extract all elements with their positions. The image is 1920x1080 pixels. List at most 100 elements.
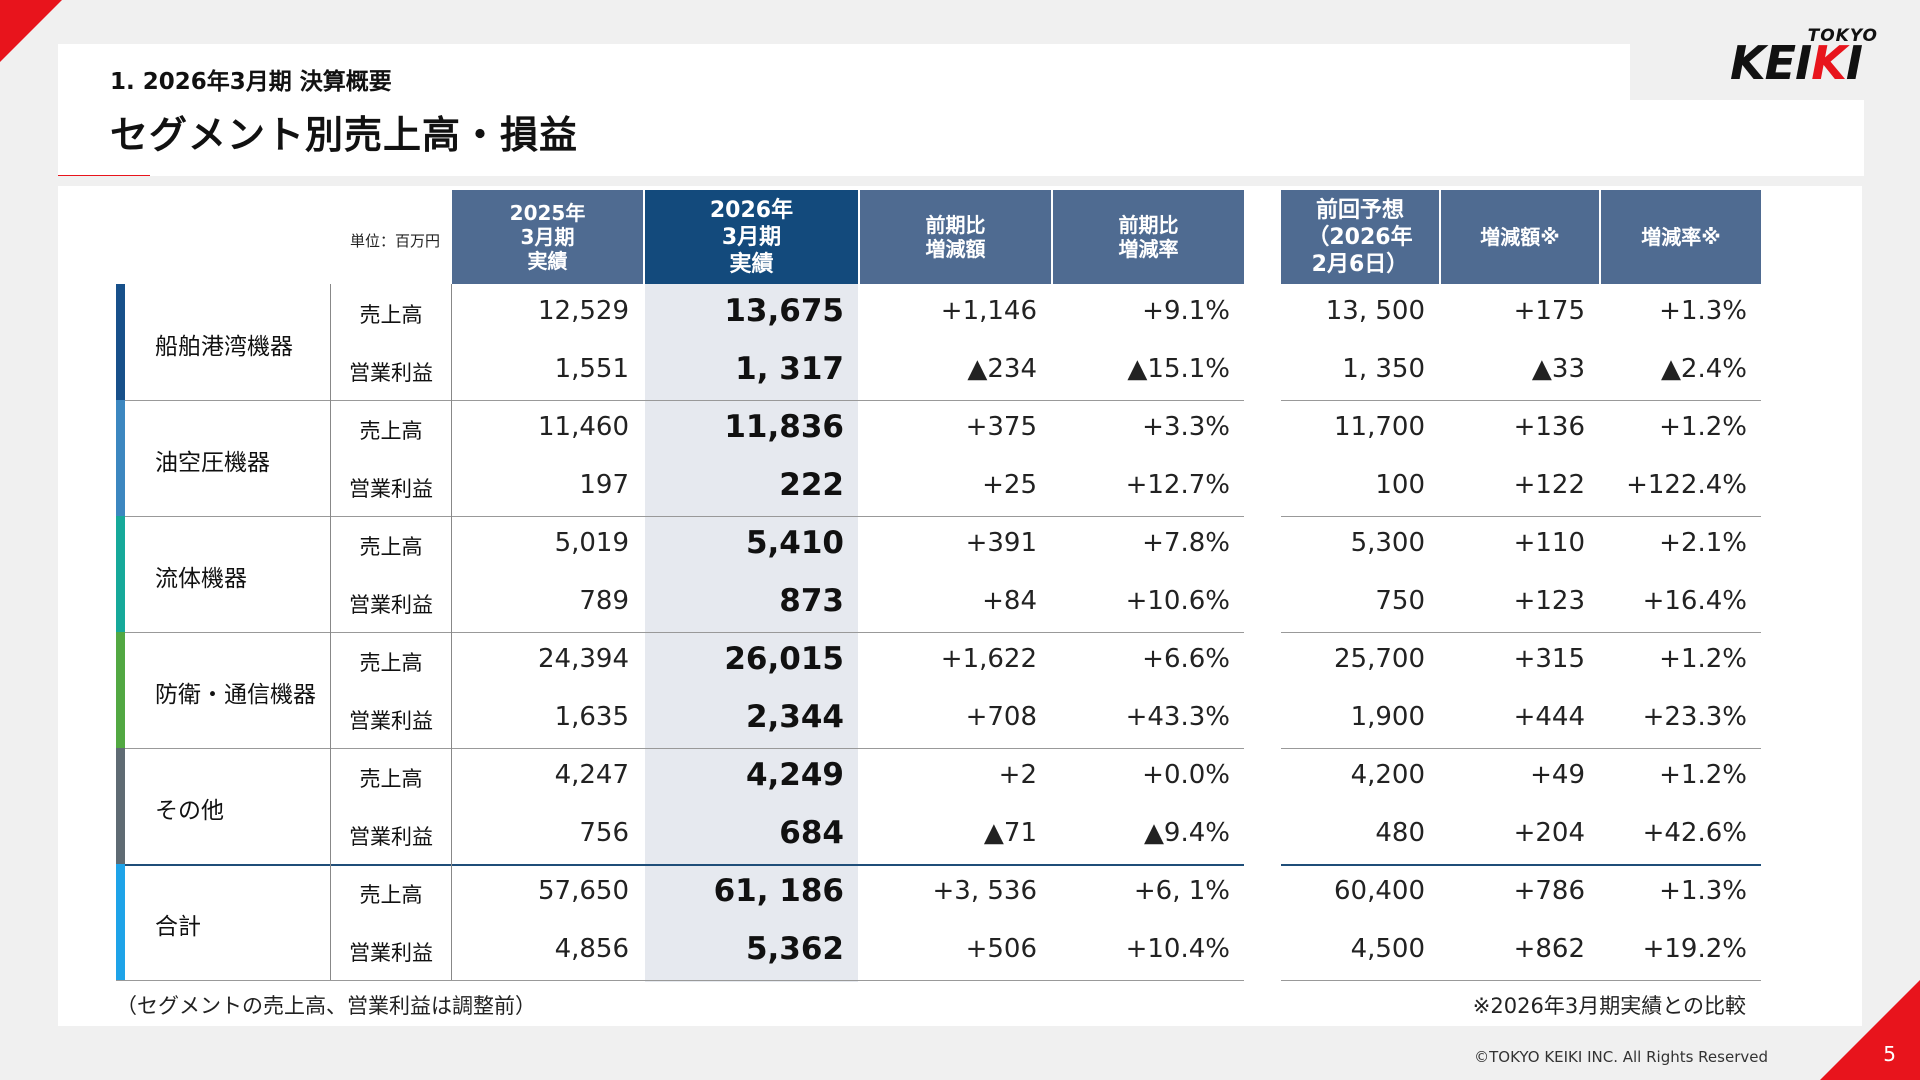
table-cell: ▲9.4% (1143, 818, 1230, 848)
segment-color-bar (116, 632, 125, 748)
column-header: 2026年 3月期 実績 (645, 190, 858, 284)
table-cell: 60,400 (1334, 876, 1425, 906)
table-cell: 222 (779, 467, 844, 503)
table-cell: +12.7% (1125, 470, 1230, 500)
table-cell: +25 (982, 470, 1037, 500)
column-header: 前期比 増減額 (860, 190, 1051, 284)
metric-label: 営業利益 (349, 361, 433, 385)
column-header: 前回予想 （2026年 2月6日） (1281, 190, 1439, 284)
page-title: セグメント別売上高・損益 (110, 113, 579, 157)
table-cell: +23.3% (1642, 702, 1747, 732)
segment-color-bar (116, 864, 125, 980)
copyright: ©TOKYO KEIKI INC. All Rights Reserved (1474, 1048, 1768, 1066)
table-cell: +42.6% (1642, 818, 1747, 848)
table-cell: +9.1% (1142, 296, 1230, 326)
table-cell: +175 (1513, 296, 1585, 326)
table-cell: 11,700 (1334, 412, 1425, 442)
row-divider (116, 748, 1244, 749)
metric-label: 売上高 (359, 535, 423, 559)
table-cell: 26,015 (724, 641, 844, 677)
metric-label: 営業利益 (349, 709, 433, 733)
row-divider (116, 980, 1244, 981)
table-cell: ▲33 (1531, 354, 1585, 384)
segment-color-bar (116, 400, 125, 516)
corner-accent-top-left (0, 0, 62, 62)
table-cell: 480 (1375, 818, 1425, 848)
metric-label: 営業利益 (349, 941, 433, 965)
segment-label: 防衛・通信機器 (155, 682, 316, 708)
row-divider (1281, 980, 1761, 981)
table-cell: +1.3% (1659, 296, 1747, 326)
table-cell: 11,460 (538, 412, 629, 442)
table-cell: +49 (1530, 760, 1585, 790)
table-cell: +375 (965, 412, 1037, 442)
table-cell: +19.2% (1642, 934, 1747, 964)
table-cell: +122 (1513, 470, 1585, 500)
row-divider (1281, 748, 1761, 749)
table-cell: +1,146 (940, 296, 1037, 326)
segment-label: その他 (155, 798, 224, 824)
footnote-right: ※2026年3月期実績との比較 (1472, 994, 1746, 1018)
footnote-left: （セグメントの売上高、営業利益は調整前） (116, 994, 536, 1018)
row-divider (1281, 400, 1761, 401)
table-cell: 4,247 (554, 760, 629, 790)
logo-text-top: TOKYO (1807, 26, 1878, 46)
table-cell: +204 (1513, 818, 1585, 848)
tokyo-keiki-logo: TOKYO KEIKI (1730, 26, 1882, 90)
table-cell: +862 (1513, 934, 1585, 964)
row-divider (1281, 516, 1761, 517)
corner-accent-bottom-right (1820, 980, 1920, 1080)
table-cell: ▲15.1% (1127, 354, 1230, 384)
table-cell: +786 (1513, 876, 1585, 906)
segment-label: 油空圧機器 (155, 450, 270, 476)
table-cell: +0.0% (1142, 760, 1230, 790)
table-cell: 1,551 (554, 354, 629, 384)
column-header: 増減額※ (1441, 190, 1599, 284)
table-cell: +1,622 (940, 644, 1037, 674)
table-cell: ▲2.4% (1660, 354, 1747, 384)
row-divider (116, 632, 1244, 633)
table-cell: +1.2% (1659, 412, 1747, 442)
table-cell: 2,344 (745, 699, 844, 735)
table-cell: +43.3% (1125, 702, 1230, 732)
section-subtitle: 1. 2026年3月期 決算概要 (110, 69, 392, 95)
table-cell: +708 (965, 702, 1037, 732)
table-cell: +3, 536 (932, 876, 1037, 906)
metric-label: 売上高 (359, 303, 423, 327)
row-divider (1281, 864, 1761, 866)
table-cell: 5,362 (745, 931, 844, 967)
table-cell: 4,249 (745, 757, 844, 793)
table-cell: +6, 1% (1133, 876, 1230, 906)
table-cell: +123 (1513, 586, 1585, 616)
table-cell: 57,650 (538, 876, 629, 906)
table-cell: 5,300 (1350, 528, 1425, 558)
table-cell: +1.2% (1659, 760, 1747, 790)
segment-label: 船舶港湾機器 (155, 334, 293, 360)
table-cell: ▲234 (967, 354, 1037, 384)
table-cell: ▲71 (983, 818, 1037, 848)
page-number: 5 (1883, 1042, 1896, 1066)
metric-label: 営業利益 (349, 477, 433, 501)
table-cell: 4,856 (554, 934, 629, 964)
table-cell: 197 (579, 470, 629, 500)
table-cell: 684 (779, 815, 844, 851)
table-cell: 13, 500 (1325, 296, 1425, 326)
metric-label: 売上高 (359, 651, 423, 675)
table-cell: 5,410 (745, 525, 844, 561)
column-header: 増減率※ (1601, 190, 1761, 284)
table-cell: 1,900 (1350, 702, 1425, 732)
table-cell: 100 (1375, 470, 1425, 500)
segment-color-bar (116, 284, 125, 400)
table-cell: +2 (998, 760, 1037, 790)
table-cell: 4,500 (1350, 934, 1425, 964)
table-cell: +3.3% (1142, 412, 1230, 442)
table-cell: 873 (779, 583, 844, 619)
metric-label: 営業利益 (349, 593, 433, 617)
segment-label: 流体機器 (155, 566, 247, 592)
column-divider (330, 284, 331, 980)
column-divider (451, 284, 452, 980)
table-cell: 25,700 (1334, 644, 1425, 674)
table-cell: +391 (965, 528, 1037, 558)
table-cell: 11,836 (724, 409, 844, 445)
table-cell: +444 (1513, 702, 1585, 732)
